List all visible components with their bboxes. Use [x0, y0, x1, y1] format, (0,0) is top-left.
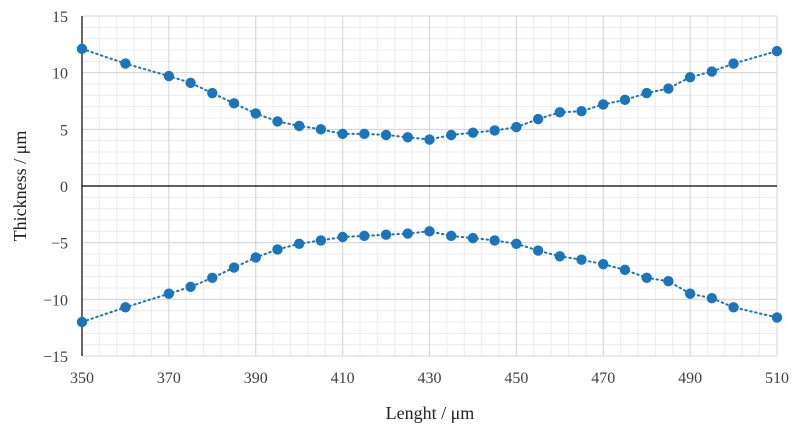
x-tick-label: 410 [331, 370, 355, 387]
x-axis-label: Lenght / μm [386, 403, 475, 423]
data-point [207, 87, 218, 99]
data-point [684, 72, 696, 83]
data-point [228, 262, 240, 273]
data-point [185, 77, 196, 89]
data-point [272, 244, 283, 255]
x-tick-label: 370 [157, 370, 181, 387]
data-point [293, 120, 305, 132]
data-point [532, 113, 544, 125]
data-point [163, 70, 175, 82]
data-point [207, 272, 218, 283]
y-tick-label: 0 [60, 179, 68, 196]
x-tick-label: 430 [418, 370, 442, 387]
y-tick-label: 10 [52, 66, 68, 83]
data-point [76, 316, 88, 328]
data-point [511, 238, 522, 249]
y-tick-label: −15 [43, 349, 68, 366]
data-point [619, 94, 631, 106]
data-point [337, 128, 348, 140]
data-point [684, 288, 696, 299]
data-point [489, 235, 500, 246]
data-point [402, 132, 413, 143]
data-point [728, 302, 739, 313]
data-point [489, 125, 500, 136]
data-point [641, 272, 652, 283]
data-point [293, 238, 305, 249]
x-tick-label: 470 [591, 370, 615, 387]
data-point [771, 312, 783, 323]
data-point [706, 293, 718, 304]
data-point [272, 116, 283, 127]
axes [81, 16, 777, 356]
data-point [424, 226, 435, 237]
data-point [315, 235, 327, 246]
data-point [576, 106, 587, 117]
data-point [446, 129, 457, 141]
data-point [250, 252, 261, 263]
data-point [380, 129, 392, 141]
x-tick-label: 450 [504, 370, 528, 387]
data-point [771, 45, 783, 57]
data-point [728, 58, 739, 69]
data-point [359, 230, 370, 242]
data-point [76, 43, 88, 55]
data-point [120, 58, 131, 69]
data-point [554, 107, 566, 118]
y-tick-label: 5 [60, 122, 68, 139]
data-point [576, 254, 587, 265]
data-point [446, 230, 457, 242]
data-point [163, 288, 175, 299]
x-tick-label: 490 [678, 370, 702, 387]
x-tick-label: 510 [765, 370, 789, 387]
data-point [663, 276, 674, 287]
y-axis-label: Thickness / μm [10, 131, 30, 242]
data-point [511, 121, 522, 133]
x-tick-label: 350 [70, 370, 94, 387]
data-point [380, 229, 392, 240]
data-point [424, 134, 435, 145]
data-point [250, 108, 261, 119]
data-point [663, 83, 674, 94]
data-point [120, 302, 131, 313]
tick-labels: 350 370 390 410 430 450 470 490 510 15 10 5 0 −5 −10 −1… [43, 9, 789, 387]
y-tick-label: −10 [43, 292, 68, 309]
data-point [467, 127, 479, 138]
data-point [315, 124, 327, 135]
data-point [598, 99, 609, 110]
data-point [532, 245, 544, 256]
data-point [337, 231, 348, 243]
data-point [185, 281, 196, 293]
data-series [76, 43, 783, 328]
data-point [706, 66, 718, 77]
x-tick-label: 390 [244, 370, 268, 387]
data-point [598, 259, 609, 270]
data-point [359, 128, 370, 140]
data-point [402, 228, 413, 239]
data-point [467, 232, 479, 244]
data-point [228, 98, 240, 109]
data-point [554, 251, 566, 262]
y-tick-label: 15 [52, 9, 68, 26]
y-tick-label: −5 [51, 236, 68, 253]
data-point [641, 87, 652, 99]
data-point [619, 264, 631, 276]
